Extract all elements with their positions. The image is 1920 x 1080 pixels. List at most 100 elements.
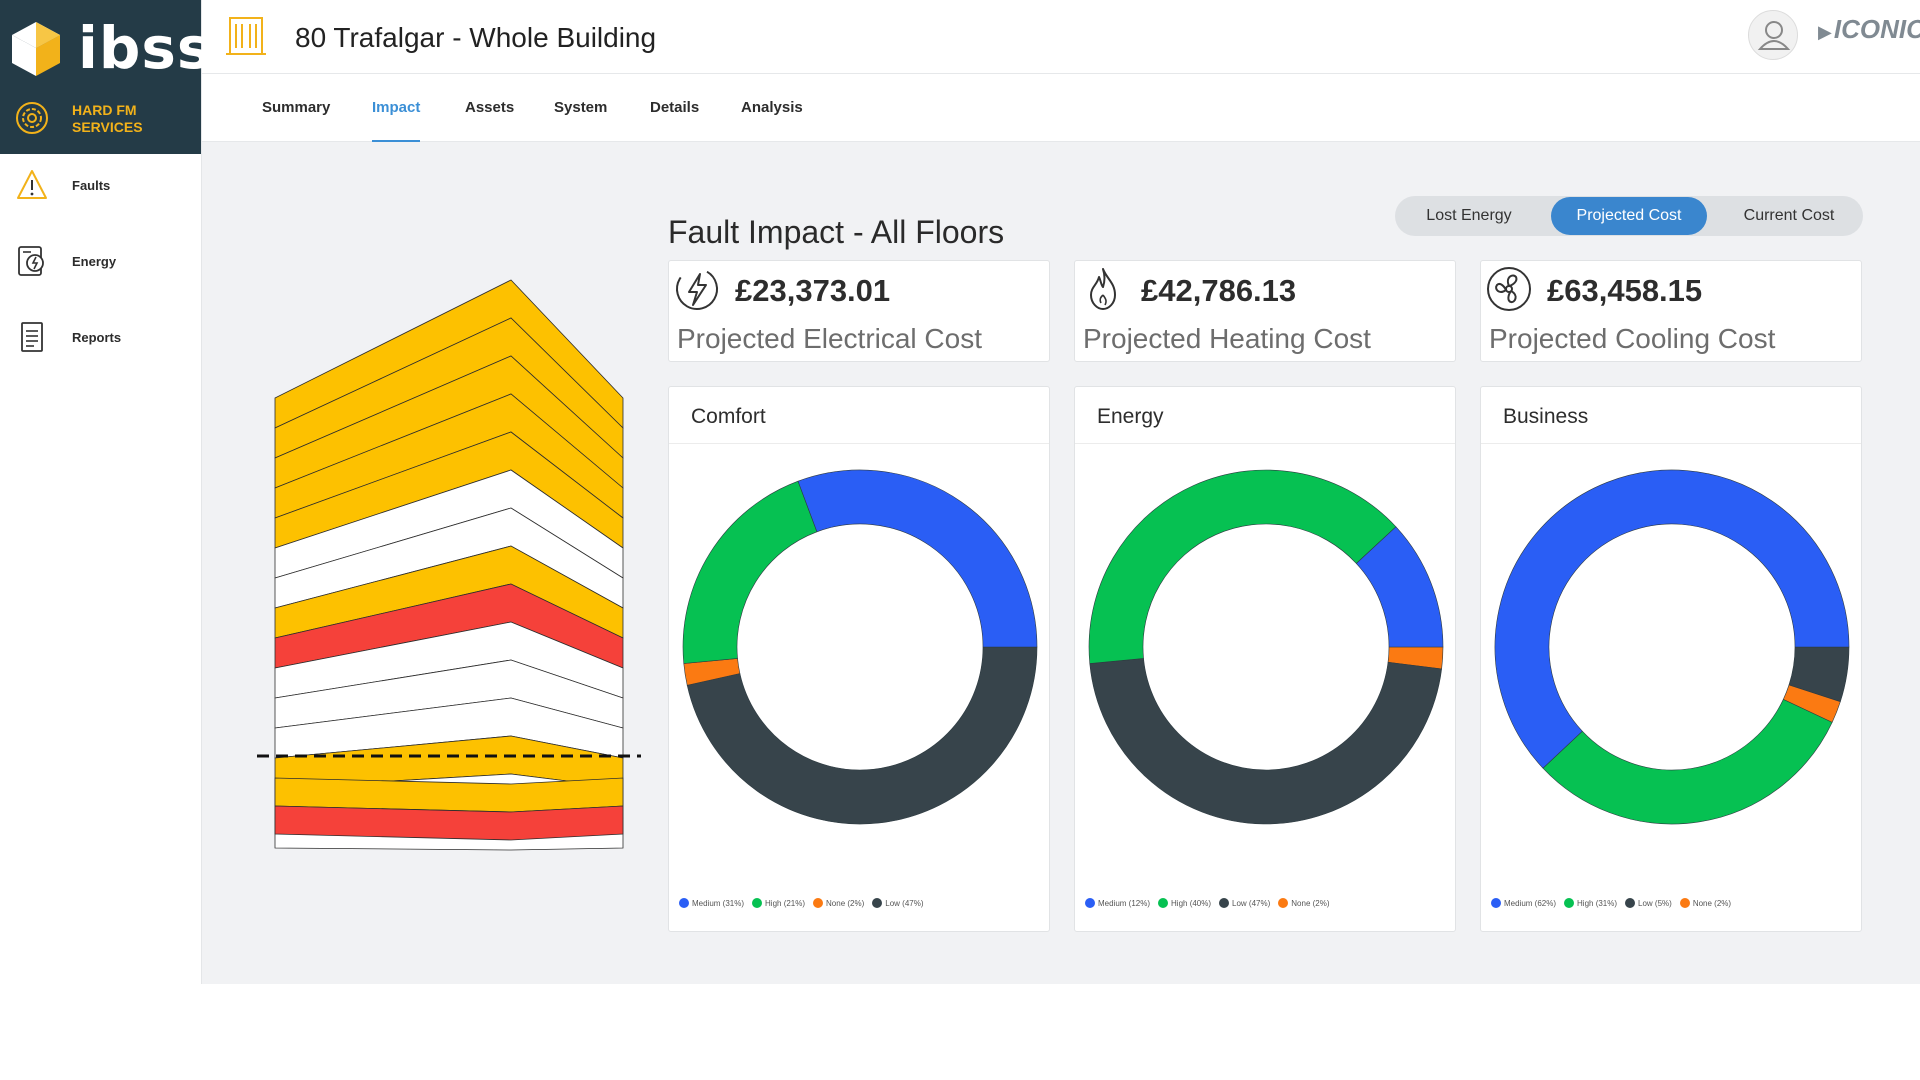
tab-bar: Summary Impact Assets System Details Ana… <box>202 74 1920 142</box>
card-divider <box>669 443 1049 444</box>
tab-impact[interactable]: Impact <box>372 74 421 142</box>
play-triangle-icon: ▶ <box>1818 22 1832 42</box>
legend-label: High (40%) <box>1171 898 1212 908</box>
sidebar-item-faults[interactable]: Faults <box>0 160 202 210</box>
toggle-projected-cost[interactable]: Projected Cost <box>1551 197 1707 235</box>
card-divider <box>1075 443 1455 444</box>
building-icon <box>226 17 266 55</box>
legend-item-none[interactable]: None (2%) <box>1679 898 1732 908</box>
legend-swatch <box>813 898 824 908</box>
legend-label: Medium (31%) <box>692 898 745 908</box>
chart-title: Comfort <box>691 405 766 428</box>
tab-details[interactable]: Details <box>650 99 700 116</box>
legend-item-none[interactable]: None (2%) <box>813 898 864 908</box>
legend-item-none[interactable]: None (2%) <box>1278 898 1330 908</box>
legend-item-medium[interactable]: Medium (62%) <box>1491 898 1556 908</box>
sidebar-item-energy[interactable]: Energy <box>0 236 202 286</box>
donut-chart-business <box>1494 469 1850 825</box>
chart-legend: Medium (31%) High (21%) None (2%) Low (47%) <box>679 898 924 908</box>
legend-label: Low (5%) <box>1638 898 1672 908</box>
gear-icon <box>16 102 48 134</box>
donut-slice-high[interactable] <box>682 480 818 664</box>
donut-chart-comfort <box>682 469 1038 825</box>
stat-caption: Projected Cooling Cost <box>1489 323 1776 354</box>
chart-title: Energy <box>1097 405 1164 428</box>
legend-swatch <box>1625 898 1636 908</box>
legend-item-low[interactable]: Low (47%) <box>872 898 924 908</box>
sidebar: ibss HARD FM SERVICES Faults <box>0 0 211 984</box>
tab-assets[interactable]: Assets <box>465 99 515 116</box>
energy-meter-icon <box>18 246 44 276</box>
legend-swatch <box>1085 898 1095 908</box>
building-floor-basement[interactable] <box>274 805 624 841</box>
chart-legend: Medium (62%) High (31%) Low (5%) None (2%) <box>1491 898 1731 908</box>
chart-legend: Medium (12%) High (40%) Low (47%) None (2%) <box>1085 898 1330 908</box>
report-icon <box>21 322 43 352</box>
toggle-lost-energy[interactable]: Lost Energy <box>1426 207 1512 224</box>
stat-value: £63,458.15 <box>1547 273 1703 308</box>
top-header: 80 Trafalgar - Whole Building ▶ICONICS <box>202 0 1920 74</box>
metric-toggle: Lost Energy Projected Cost Current Cost <box>1395 196 1863 236</box>
donut-slice-medium[interactable] <box>797 469 1038 648</box>
section-title: Fault Impact - All Floors <box>668 214 1005 250</box>
legend-label: Medium (12%) <box>1098 898 1151 908</box>
user-avatar[interactable] <box>1748 10 1798 60</box>
stat-caption: Projected Electrical Cost <box>677 323 983 354</box>
legend-swatch <box>872 898 883 908</box>
legend-swatch <box>1564 898 1575 908</box>
donut-chart-energy <box>1088 469 1444 825</box>
legend-swatch <box>1158 898 1169 908</box>
legend-label: Low (47%) <box>885 898 924 908</box>
legend-swatch <box>1219 898 1230 908</box>
donut-slice-high[interactable] <box>1542 698 1833 825</box>
stat-value: £23,373.01 <box>735 273 891 308</box>
donut-slice-high[interactable] <box>1088 469 1397 664</box>
legend-item-low[interactable]: Low (5%) <box>1625 898 1672 908</box>
legend-item-medium[interactable]: Medium (31%) <box>679 898 744 908</box>
legend-item-high[interactable]: High (21%) <box>752 898 805 908</box>
building-floor-basement[interactable] <box>274 777 624 813</box>
tab-summary[interactable]: Summary <box>262 99 331 116</box>
fan-icon <box>1487 267 1531 311</box>
chart-title: Business <box>1503 405 1589 428</box>
chart-card-energy: Energy Medium (12%) High (40%) Low (47%) No… <box>1074 386 1456 932</box>
donut-slice-medium[interactable] <box>1355 526 1444 648</box>
building-floors-graphic <box>257 279 641 851</box>
sidebar-item-label: Reports <box>72 329 122 345</box>
legend-label: None (2%) <box>1291 898 1330 908</box>
stat-caption: Projected Heating Cost <box>1083 323 1371 354</box>
legend-swatch <box>1278 898 1289 908</box>
stat-card-heating: £42,786.13 Projected Heating Cost <box>1074 260 1456 362</box>
legend-item-low[interactable]: Low (47%) <box>1219 898 1270 908</box>
tab-analysis[interactable]: Analysis <box>741 99 803 116</box>
vendor-logo: ▶ICONICS <box>1818 14 1920 45</box>
donut-slice-low[interactable] <box>1089 658 1442 825</box>
module-label: HARD FM SERVICES <box>72 102 143 135</box>
toggle-current-cost[interactable]: Current Cost <box>1743 207 1835 224</box>
donut-slice-medium[interactable] <box>1494 469 1850 769</box>
vendor-logo-text: ICONICS <box>1833 14 1920 44</box>
sidebar-item-label: Faults <box>72 177 111 193</box>
legend-label: Low (47%) <box>1232 898 1271 908</box>
chart-card-comfort: Comfort Medium (31%) High (21%) None (2%) L… <box>668 386 1050 932</box>
sidebar-item-reports[interactable]: Reports <box>0 312 202 362</box>
legend-item-high[interactable]: High (31%) <box>1564 898 1617 908</box>
legend-item-high[interactable]: High (40%) <box>1158 898 1211 908</box>
legend-swatch <box>1491 898 1501 908</box>
legend-swatch <box>679 898 689 908</box>
legend-label: None (2%) <box>826 898 865 908</box>
warning-icon <box>17 170 47 199</box>
stat-card-cooling: £63,458.15 Projected Cooling Cost <box>1480 260 1862 362</box>
legend-swatch <box>1679 898 1690 908</box>
legend-item-medium[interactable]: Medium (12%) <box>1085 898 1150 908</box>
legend-swatch <box>752 898 763 908</box>
donut-slice-low[interactable] <box>686 646 1038 825</box>
tab-system[interactable]: System <box>554 99 608 116</box>
page-title: 80 Trafalgar - Whole Building <box>295 22 657 53</box>
flame-icon <box>1090 268 1116 310</box>
user-icon <box>1757 21 1791 50</box>
brand-logo-text: ibss <box>78 14 213 82</box>
legend-label: None (2%) <box>1692 898 1732 908</box>
sidebar-item-label: Energy <box>72 253 117 269</box>
